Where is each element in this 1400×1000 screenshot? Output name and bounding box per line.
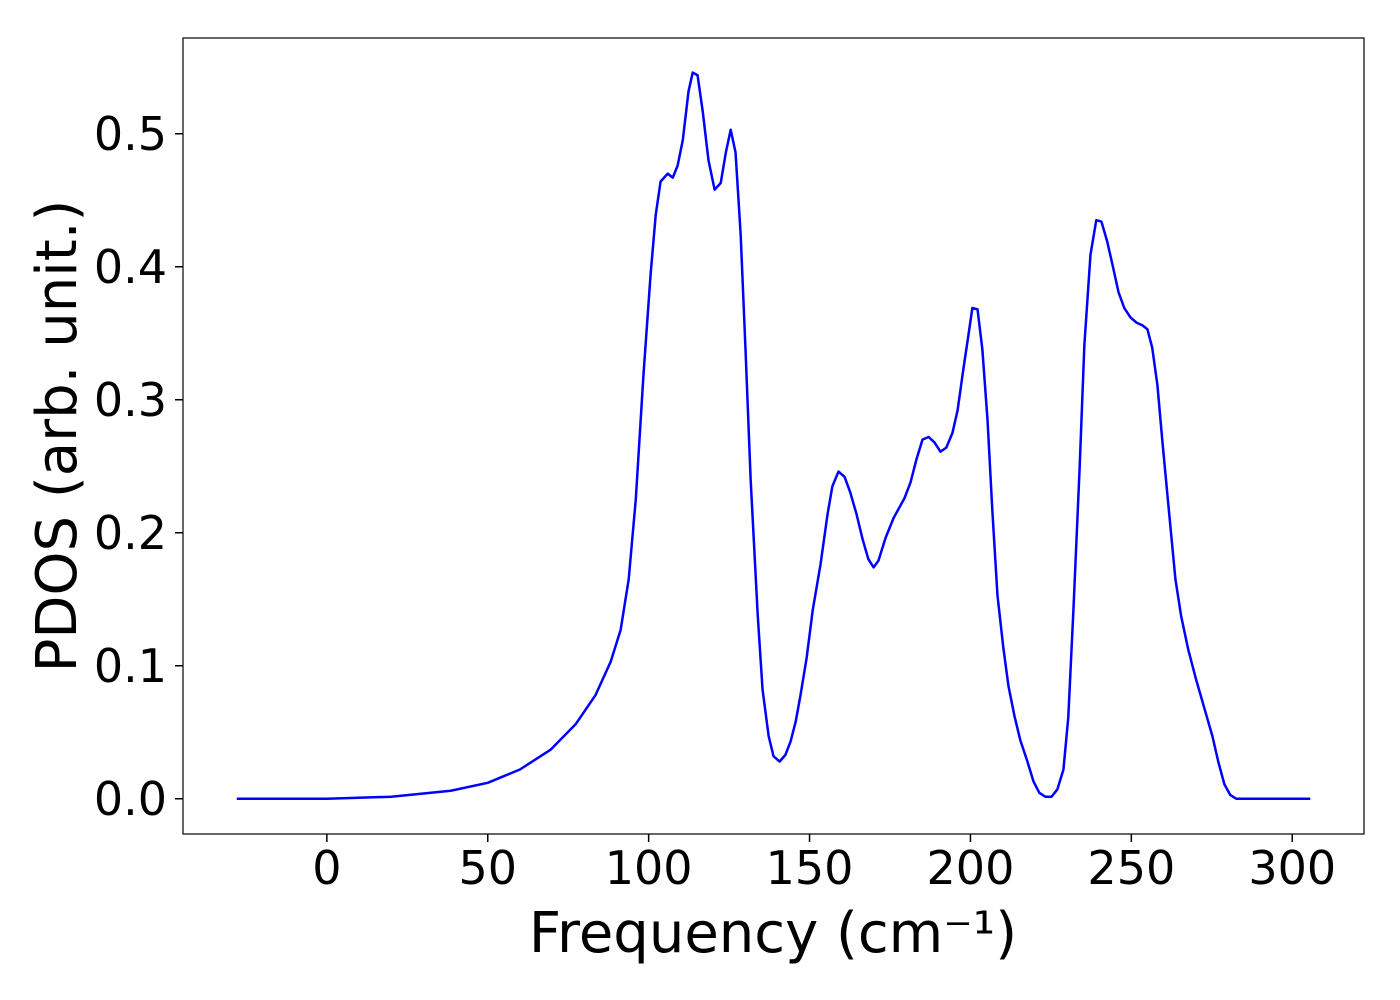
x-tick-label: 50 [458, 841, 517, 895]
y-tick-label: 0.1 [94, 639, 167, 693]
plot-frame [182, 37, 1365, 835]
x-tick-label: 300 [1248, 841, 1336, 895]
x-axis-label: Frequency (cm⁻¹) [529, 901, 1017, 966]
y-tick-label: 0.5 [94, 107, 167, 161]
x-tick-label: 150 [766, 841, 854, 895]
x-tick-label: 250 [1087, 841, 1175, 895]
data-line [236, 71, 1311, 801]
y-tick-label: 0.4 [94, 240, 167, 294]
y-tick-label: 0.2 [94, 506, 167, 560]
y-tick-label: 0.3 [94, 373, 167, 427]
y-tick-label: 0.0 [94, 772, 167, 826]
x-tick-label: 0 [312, 841, 341, 895]
x-tick-label: 100 [605, 841, 693, 895]
y-axis-label: PDOS (arb. unit.) [25, 200, 90, 673]
x-tick-label: 200 [927, 841, 1015, 895]
